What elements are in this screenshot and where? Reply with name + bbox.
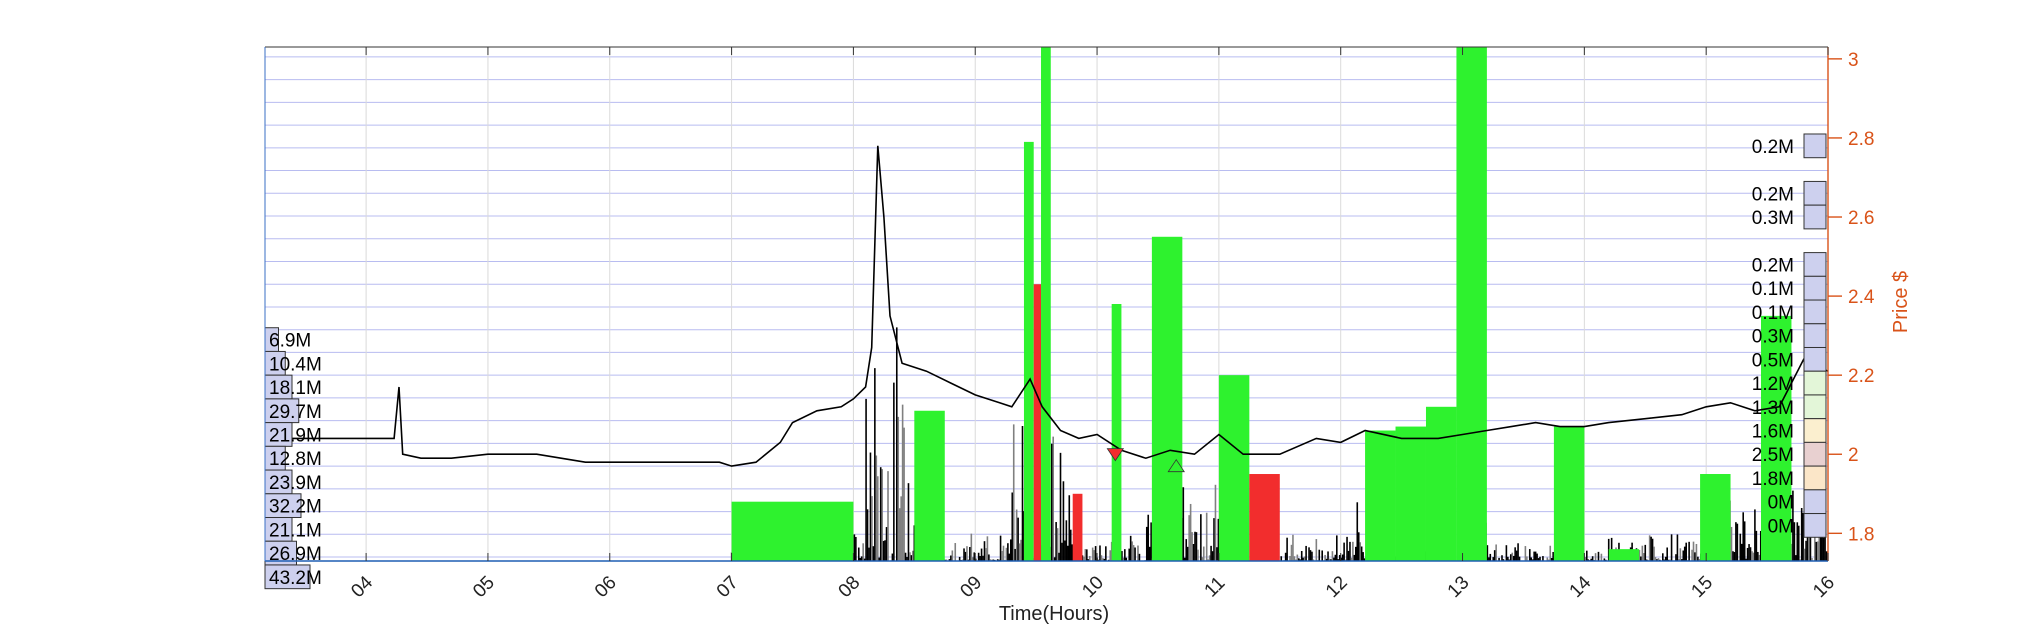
right-profile-bar	[1803, 418, 1827, 443]
x-axis-label: Time(Hours)	[999, 603, 1109, 625]
right-profile-label: 0.2M	[1752, 184, 1794, 205]
left-profile-label: 10.4M	[269, 354, 322, 375]
right-profile-bar	[1803, 275, 1827, 301]
trade-markers	[1106, 448, 1185, 473]
right-profile-bar	[1803, 370, 1827, 396]
right-profile-label: 0M	[1768, 493, 1794, 514]
right-profile-bar	[1803, 513, 1827, 538]
volume-bar-buy	[731, 501, 854, 561]
volume-bar-buy	[1760, 315, 1792, 561]
volume-bar-sell	[1249, 474, 1280, 561]
right-profile-label: 1.3M	[1752, 398, 1794, 419]
volume-bar-buy	[1395, 426, 1426, 561]
y-axis-label: Price $	[1890, 271, 1912, 333]
y-tick-label: 2.2	[1848, 366, 1874, 387]
x-tick-label: 11	[1201, 573, 1230, 602]
volume-bar-buy	[1425, 406, 1457, 561]
x-tick-label: 04	[347, 572, 377, 602]
right-profile-label: 0.3M	[1752, 208, 1794, 229]
y-tick-label: 1.8	[1848, 524, 1874, 545]
right-profile-bar	[1803, 299, 1827, 325]
x-tick-label: 10	[1078, 572, 1108, 602]
right-profile-label: 1.8M	[1752, 469, 1794, 490]
right-profile-label: 0.3M	[1752, 327, 1794, 348]
left-profile-bar	[264, 564, 311, 590]
volume-bar-buy	[1553, 426, 1585, 561]
right-profile-label: 0.5M	[1752, 350, 1794, 371]
right-profile-bar	[1803, 489, 1827, 515]
right-profile-bar	[1803, 133, 1827, 159]
right-volume-profile: 0.2M0.2M0.3M0.2M0.1M0.1M0.3M0.5M1.2M1.3M…	[1752, 133, 1827, 538]
left-profile-label: 29.7M	[269, 402, 322, 423]
price-line	[265, 145, 1829, 467]
left-profile-label: 12.8M	[269, 449, 322, 470]
trade-marker-triangle-up	[1167, 458, 1185, 473]
right-profile-label: 0.2M	[1752, 137, 1794, 158]
price-line-group	[265, 145, 1829, 467]
left-volume-profile: 6.9M10.4M18.1M29.7M21.9M12.8M23.9M32.2M2…	[264, 327, 322, 590]
volume-bar-buy	[1041, 47, 1051, 561]
right-profile-label: 1.6M	[1752, 422, 1794, 443]
volume-bar-buy	[1608, 549, 1640, 561]
volume-bar-buy	[1218, 375, 1250, 561]
left-profile-label: 21.1M	[269, 520, 322, 541]
y-tick-label: 2.4	[1848, 287, 1875, 308]
volume-bar-buy	[1456, 47, 1487, 561]
y-tick-label: 2	[1848, 445, 1859, 466]
x-tick-label: 16	[1809, 572, 1839, 602]
left-profile-label: 23.9M	[269, 473, 322, 494]
left-profile-label: 6.9M	[269, 331, 311, 352]
y-tick-label: 3	[1848, 50, 1859, 71]
right-profile-bar	[1803, 441, 1827, 467]
right-profile-bar	[1803, 323, 1827, 348]
x-tick-label: 12	[1322, 572, 1352, 602]
right-profile-label: 1.2M	[1752, 374, 1794, 395]
left-profile-label: 32.2M	[269, 497, 322, 518]
right-profile-bar	[1803, 346, 1827, 372]
volume-bar-buy	[1151, 236, 1183, 562]
x-tick-label: 08	[835, 572, 865, 602]
right-profile-label: 0.1M	[1752, 303, 1794, 324]
right-profile-label: 2.5M	[1752, 445, 1794, 466]
volume-bar-buy	[1111, 304, 1122, 561]
x-tick-label: 09	[956, 572, 986, 602]
volume-bar-sell	[1072, 493, 1083, 561]
x-tick-label: 15	[1687, 572, 1717, 602]
left-profile-label: 18.1M	[269, 378, 322, 399]
right-profile-bar	[1803, 394, 1827, 420]
volume-bar-buy	[1365, 430, 1396, 561]
right-profile-label: 0.2M	[1752, 255, 1794, 276]
x-tick-label: 13	[1444, 572, 1474, 602]
volume-bar-buy	[1700, 474, 1731, 561]
volume-bars	[731, 47, 1792, 562]
volume-bar-buy	[914, 410, 945, 561]
x-tick-label: 05	[469, 572, 499, 602]
x-tick-label: 14	[1566, 572, 1596, 602]
y-tick-label: 2.8	[1848, 129, 1874, 150]
left-profile-label: 26.9M	[269, 544, 322, 565]
volume-bar-sell	[1033, 284, 1042, 561]
right-profile-bar	[1803, 465, 1827, 491]
right-profile-label: 0M	[1768, 516, 1794, 537]
left-profile-label: 21.9M	[269, 425, 322, 446]
x-tick-label: 07	[713, 572, 743, 602]
right-profile-bar	[1803, 252, 1827, 277]
right-profile-label: 0.1M	[1752, 279, 1794, 300]
right-profile-bar	[1803, 204, 1827, 230]
trade-marker-triangle-down	[1106, 448, 1125, 462]
y-tick-label: 2.6	[1848, 208, 1874, 229]
volume-bar-buy	[1023, 141, 1034, 561]
right-profile-bar	[1803, 180, 1827, 206]
x-tick-label: 06	[591, 572, 621, 602]
left-profile-label: 43.2M	[269, 568, 322, 589]
